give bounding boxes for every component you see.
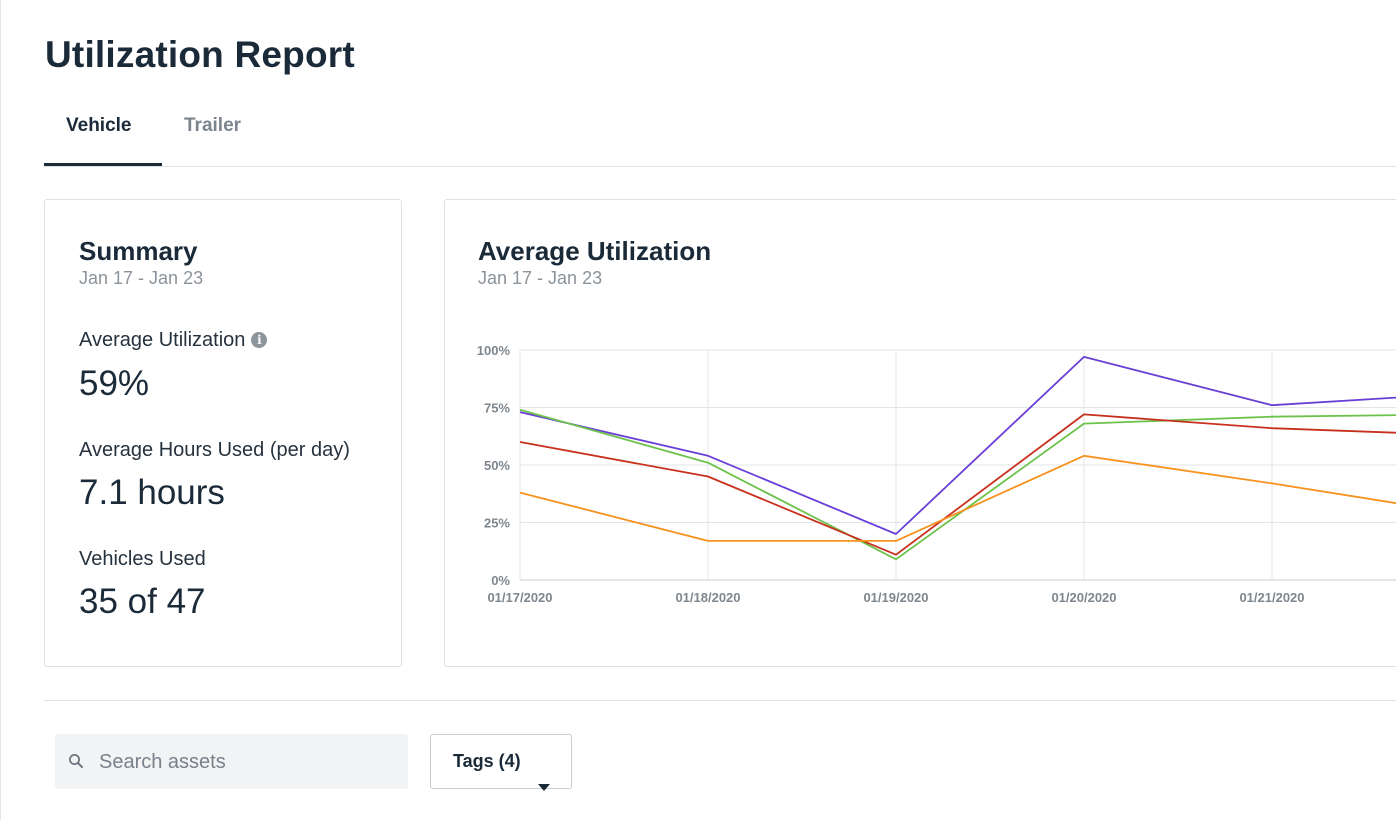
avg-utilization-label-text: Average Utilization (79, 329, 246, 351)
summary-card: Summary Jan 17 - Jan 23 Average Utilizat… (44, 199, 402, 667)
utilization-line-chart: 0% 25% 50% 75% 100% 01/17/2020 01/18/2020 01/19… (477, 343, 1396, 605)
series-line-2 (519, 408, 1396, 561)
y-tick-label: 25% (484, 516, 510, 531)
avg-utilization-value: 59% (79, 364, 150, 403)
vehicles-used-value: 35 of 47 (79, 582, 206, 621)
avg-hours-label: Average Hours Used (per day) (79, 439, 350, 461)
avg-hours-value: 7.1 hours (79, 473, 225, 512)
x-tick-label: 01/17/2020 (487, 590, 552, 605)
page-title: Utilization Report (45, 34, 355, 75)
section-divider (44, 700, 1396, 701)
y-tick-label: 100% (477, 343, 511, 358)
chart-title: Average Utilization (478, 236, 712, 266)
tab-trailer[interactable]: Trailer (184, 115, 242, 136)
page-left-border (0, 0, 1, 820)
y-tick-label: 0% (491, 573, 510, 588)
tab-vehicle[interactable]: Vehicle (44, 104, 162, 166)
average-utilization-card: Average Utilization Jan 17 - Jan 23 0% 25… (444, 199, 1396, 667)
x-tick-label: 01/18/2020 (675, 590, 740, 605)
x-tick-label: 01/19/2020 (863, 590, 928, 605)
search-icon (68, 753, 84, 774)
chart-date-range: Jan 17 - Jan 23 (478, 268, 603, 288)
caret-down-icon (538, 759, 550, 812)
series-line-1 (519, 355, 1396, 535)
avg-utilization-label: Average Utilization i (79, 329, 268, 352)
x-tick-label: 01/20/2020 (1051, 590, 1116, 605)
report-tabs: Vehicle Trailer (44, 104, 1396, 167)
vehicles-used-label: Vehicles Used (79, 548, 206, 570)
y-tick-label: 50% (484, 458, 510, 473)
y-tick-label: 75% (484, 401, 510, 416)
tags-button-label: Tags (4) (453, 751, 521, 771)
summary-date-range: Jan 17 - Jan 23 (79, 268, 204, 288)
series-line-4 (519, 454, 1396, 542)
x-tick-label: 01/21/2020 (1239, 590, 1304, 605)
tags-filter-button[interactable]: Tags (4) (430, 734, 572, 791)
summary-title: Summary (79, 236, 198, 266)
series-line-3 (519, 413, 1396, 556)
search-input[interactable] (97, 734, 401, 791)
search-box[interactable] (55, 734, 408, 791)
info-icon[interactable]: i (251, 332, 268, 348)
